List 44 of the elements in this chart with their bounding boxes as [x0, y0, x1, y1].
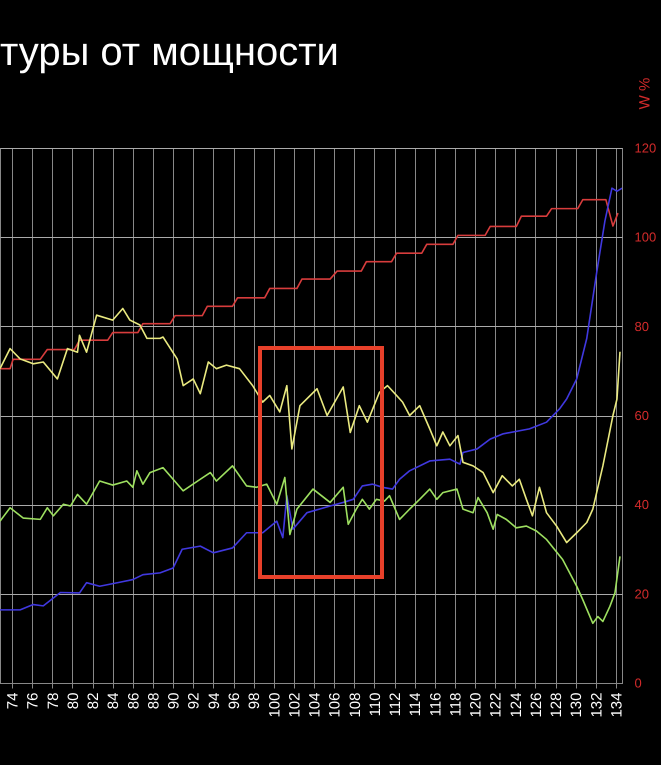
- x-tick-label: 80: [64, 692, 82, 710]
- x-tick-label: 78: [44, 692, 62, 710]
- x-tick-label: 90: [166, 692, 183, 710]
- line-series: [0, 198, 619, 370]
- x-tick-label: 104: [306, 692, 324, 718]
- x-tick-label: 122: [488, 692, 505, 718]
- x-tick-label: 92: [186, 692, 203, 710]
- y-tick-label: 100: [634, 230, 656, 245]
- x-tick-label: 120: [468, 692, 485, 718]
- x-tick-label: 130: [568, 692, 586, 718]
- line-series: [0, 187, 622, 611]
- x-tick-label: 124: [508, 692, 525, 718]
- y-tick-label: 80: [634, 318, 649, 334]
- y-axis-title: W %: [636, 78, 654, 110]
- x-tick-label: 108: [346, 692, 364, 718]
- x-tick-label: 134: [608, 692, 626, 718]
- x-tick-label: 88: [145, 692, 162, 710]
- chart-title: туры от мощности: [0, 30, 339, 75]
- y-tick-label: 120: [634, 140, 656, 156]
- x-tick-label: 110: [366, 692, 384, 716]
- x-tick-label: 128: [548, 692, 566, 718]
- line-series: [0, 308, 621, 544]
- x-tick-label: 132: [588, 692, 606, 718]
- x-tick-label: 94: [206, 692, 223, 710]
- x-tick-label: 114: [407, 692, 424, 716]
- x-tick-label: 112: [387, 692, 404, 716]
- x-tick-label: 116: [427, 692, 444, 716]
- x-tick-label: 100: [266, 692, 284, 718]
- y-tick-label: 0: [634, 676, 642, 690]
- x-tick-label: 102: [286, 692, 304, 718]
- x-tick-label: 106: [326, 692, 344, 718]
- y-tick-label: 20: [634, 586, 649, 602]
- x-tick-label: 98: [246, 692, 264, 710]
- x-tick-label: 126: [528, 692, 545, 718]
- y-tick-label: 40: [634, 497, 649, 512]
- x-tick-label: 86: [125, 692, 142, 710]
- line-series: [0, 465, 621, 624]
- y-tick-label: 60: [634, 408, 649, 423]
- x-tick-label: 76: [24, 692, 42, 710]
- x-tick-label: 84: [105, 692, 122, 710]
- x-tick-label: 96: [226, 692, 243, 710]
- x-tick-label: 118: [447, 692, 464, 716]
- x-tick-label: 82: [85, 692, 102, 710]
- x-tick-label: 74: [4, 692, 22, 710]
